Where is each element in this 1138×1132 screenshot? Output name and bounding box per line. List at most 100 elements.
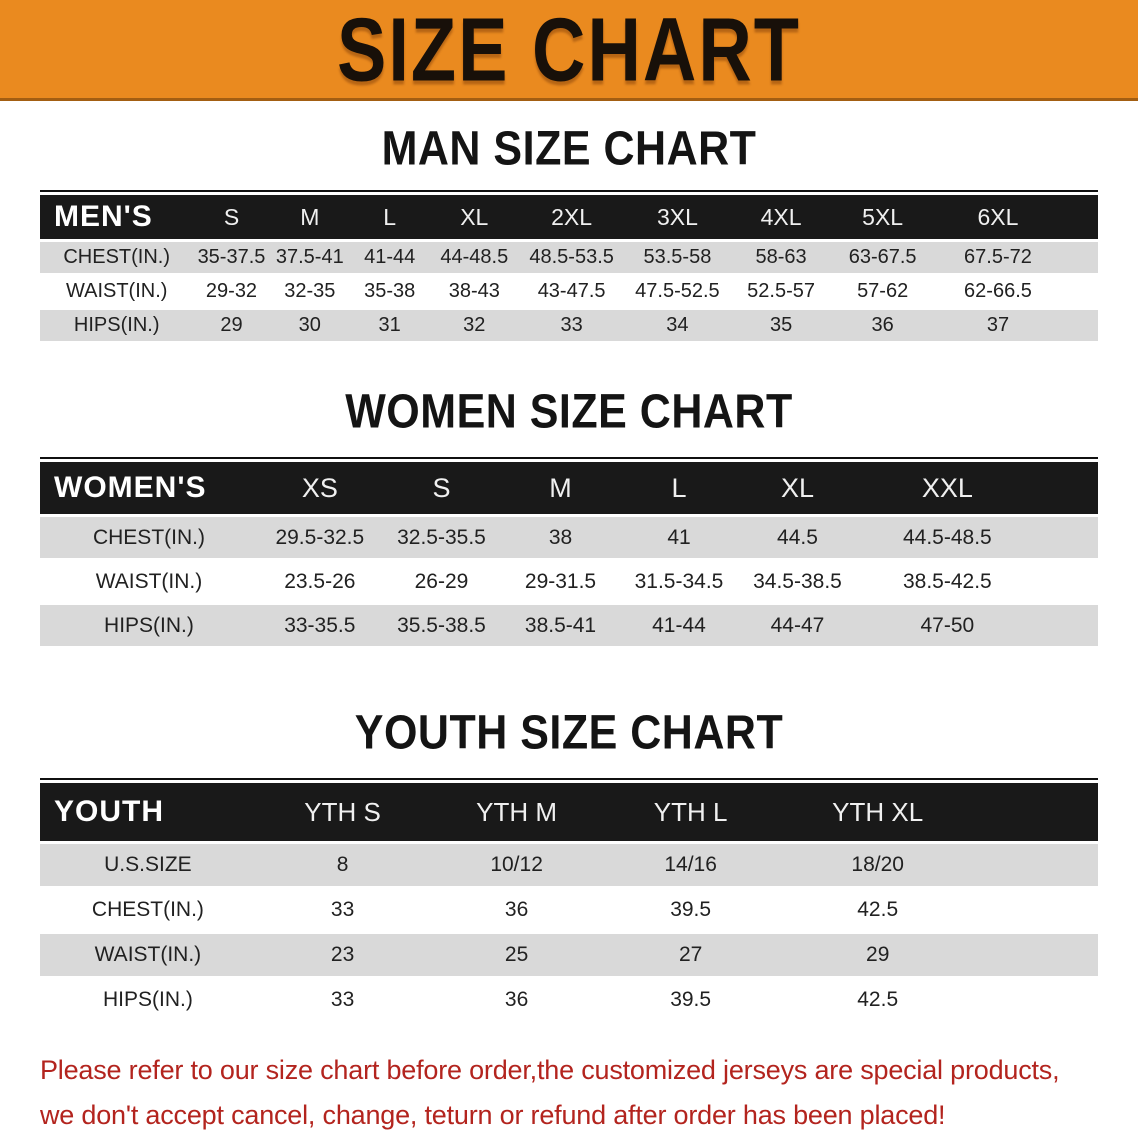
- youth-section-heading: YOUTH SIZE CHART: [354, 706, 784, 760]
- banner-title: SIZE CHART: [337, 0, 801, 100]
- value-cell: 26-29: [381, 561, 502, 602]
- value-cell: 30: [269, 310, 350, 341]
- disclaimer-line-2: we don't accept cancel, change, teturn o…: [40, 1100, 946, 1130]
- value-cell: 29.5-32.5: [257, 517, 382, 558]
- value-cell: 35-38: [349, 276, 430, 307]
- size-column-header: 6XL: [933, 195, 1098, 239]
- value-cell: 37: [933, 310, 1098, 341]
- value-cell: 34.5-38.5: [738, 561, 857, 602]
- table-header-row: WOMEN'S XS S M L XL XXL: [40, 462, 1098, 514]
- value-cell: 41-44: [349, 242, 430, 273]
- table-row: CHEST(IN.) 29.5-32.5 32.5-35.5 38 41 44.…: [40, 517, 1098, 558]
- size-column-header: 4XL: [730, 195, 832, 239]
- value-cell: 38.5-41: [501, 605, 620, 646]
- size-column-header: 5XL: [831, 195, 934, 239]
- measure-label-cell: WAIST(IN.): [40, 276, 194, 307]
- women-section-heading: WOMEN SIZE CHART: [345, 385, 793, 439]
- measure-label-cell: HIPS(IN.): [40, 310, 194, 341]
- table-row: WAIST(IN.) 29-32 32-35 35-38 38-43 43-47…: [40, 276, 1098, 307]
- size-column-header: S: [381, 462, 502, 514]
- measure-label-cell: CHEST(IN.): [40, 517, 258, 558]
- disclaimer-line-1: Please refer to our size chart before or…: [40, 1055, 1060, 1085]
- value-cell: 36: [429, 889, 604, 931]
- value-cell: 36: [429, 979, 604, 1021]
- value-cell: 53.5-58: [623, 242, 731, 273]
- size-column-header: XS: [257, 462, 382, 514]
- value-cell: 23: [255, 934, 430, 976]
- value-cell: 62-66.5: [933, 276, 1098, 307]
- value-cell: 42.5: [777, 889, 1098, 931]
- value-cell: 37.5-41: [269, 242, 350, 273]
- value-cell: 34: [623, 310, 731, 341]
- value-cell: 67.5-72: [933, 242, 1098, 273]
- measure-label-cell: WAIST(IN.): [40, 561, 258, 602]
- size-column-header: XL: [429, 195, 520, 239]
- value-cell: 39.5: [603, 889, 778, 931]
- value-cell: 35: [730, 310, 832, 341]
- size-chart-banner: SIZE CHART: [0, 0, 1138, 101]
- size-column-header: YTH M: [429, 783, 604, 841]
- table-header-row: YOUTH YTH S YTH M YTH L YTH XL: [40, 783, 1098, 841]
- value-cell: 32: [429, 310, 520, 341]
- value-cell: 36: [831, 310, 934, 341]
- value-cell: 44.5-48.5: [856, 517, 1098, 558]
- value-cell: 33: [255, 979, 430, 1021]
- size-column-header: M: [501, 462, 620, 514]
- value-cell: 41: [619, 517, 739, 558]
- size-column-header: XL: [738, 462, 857, 514]
- table-row: HIPS(IN.) 29 30 31 32 33 34 35 36 37: [40, 310, 1098, 341]
- value-cell: 47-50: [856, 605, 1098, 646]
- size-column-header: L: [349, 195, 430, 239]
- value-cell: 32.5-35.5: [381, 517, 502, 558]
- value-cell: 44-48.5: [429, 242, 520, 273]
- value-cell: 27: [603, 934, 778, 976]
- value-cell: 10/12: [429, 844, 604, 886]
- value-cell: 25: [429, 934, 604, 976]
- table-row: WAIST(IN.) 23 25 27 29: [40, 934, 1098, 976]
- size-column-header: YTH L: [603, 783, 778, 841]
- measure-label-cell: HIPS(IN.): [40, 979, 256, 1021]
- value-cell: 23.5-26: [257, 561, 382, 602]
- value-cell: 42.5: [777, 979, 1098, 1021]
- value-cell: 38.5-42.5: [856, 561, 1098, 602]
- value-cell: 14/16: [603, 844, 778, 886]
- measure-label-cell: HIPS(IN.): [40, 605, 258, 646]
- value-cell: 44.5: [738, 517, 857, 558]
- value-cell: 35-37.5: [193, 242, 270, 273]
- value-cell: 39.5: [603, 979, 778, 1021]
- table-row: HIPS(IN.) 33 36 39.5 42.5: [40, 979, 1098, 1021]
- value-cell: 32-35: [269, 276, 350, 307]
- table-row: CHEST(IN.) 33 36 39.5 42.5: [40, 889, 1098, 931]
- table-row: WAIST(IN.) 23.5-26 26-29 29-31.5 31.5-34…: [40, 561, 1098, 602]
- value-cell: 33: [255, 889, 430, 931]
- table-header-row: MEN'S S M L XL 2XL 3XL 4XL 5XL 6XL: [40, 195, 1098, 239]
- size-column-header: YTH S: [255, 783, 430, 841]
- size-column-header: XXL: [856, 462, 1098, 514]
- size-column-header: M: [269, 195, 350, 239]
- value-cell: 31: [349, 310, 430, 341]
- value-cell: 33: [519, 310, 624, 341]
- size-column-header: YTH XL: [777, 783, 1098, 841]
- value-cell: 29-31.5: [501, 561, 620, 602]
- value-cell: 35.5-38.5: [381, 605, 502, 646]
- value-cell: 52.5-57: [730, 276, 832, 307]
- value-cell: 48.5-53.5: [519, 242, 624, 273]
- measure-label-cell: WAIST(IN.): [40, 934, 256, 976]
- table-row: HIPS(IN.) 33-35.5 35.5-38.5 38.5-41 41-4…: [40, 605, 1098, 646]
- men-size-table: MEN'S S M L XL 2XL 3XL 4XL 5XL 6XL CHEST…: [40, 190, 1098, 344]
- size-column-header: S: [193, 195, 270, 239]
- value-cell: 8: [255, 844, 430, 886]
- disclaimer-text: Please refer to our size chart before or…: [40, 1048, 1138, 1132]
- value-cell: 41-44: [619, 605, 739, 646]
- value-cell: 43-47.5: [519, 276, 624, 307]
- value-cell: 38-43: [429, 276, 520, 307]
- measure-label-cell: CHEST(IN.): [40, 242, 194, 273]
- value-cell: 44-47: [738, 605, 857, 646]
- table-title-cell: YOUTH: [40, 783, 256, 841]
- measure-label-cell: CHEST(IN.): [40, 889, 256, 931]
- size-column-header: 2XL: [519, 195, 624, 239]
- men-section-heading: MAN SIZE CHART: [381, 122, 757, 176]
- value-cell: 63-67.5: [831, 242, 934, 273]
- size-column-header: L: [619, 462, 739, 514]
- value-cell: 33-35.5: [257, 605, 382, 646]
